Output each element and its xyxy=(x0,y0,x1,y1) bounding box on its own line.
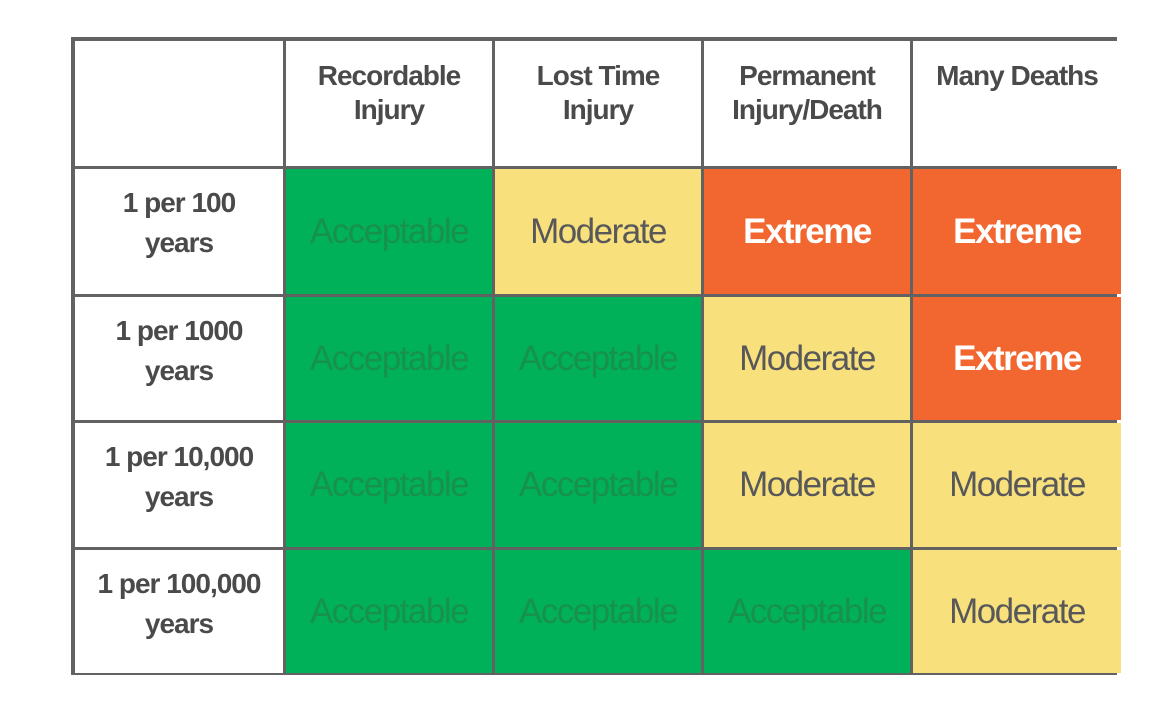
column-header-permanent-injury-death: Permanent Injury/Death xyxy=(704,41,910,166)
row-header-1-per-1000-years: 1 per 1000 years xyxy=(75,297,283,420)
row-header-1-per-100000-years: 1 per 100,000 years xyxy=(75,550,283,673)
column-header-recordable-injury: Recordable Injury xyxy=(286,41,492,166)
risk-cell: Acceptable xyxy=(286,423,492,547)
table-corner-cell xyxy=(75,41,283,166)
risk-cell: Acceptable xyxy=(495,423,701,547)
risk-cell: Extreme xyxy=(913,169,1121,294)
column-header-lost-time-injury: Lost Time Injury xyxy=(495,41,701,166)
risk-cell: Acceptable xyxy=(286,297,492,420)
risk-cell: Acceptable xyxy=(286,550,492,673)
risk-cell: Acceptable xyxy=(704,550,910,673)
risk-cell: Acceptable xyxy=(495,550,701,673)
risk-cell: Moderate xyxy=(495,169,701,294)
column-header-many-deaths: Many Deaths xyxy=(913,41,1121,166)
risk-matrix-table: Recordable Injury Lost Time Injury Perma… xyxy=(71,37,1121,675)
risk-cell: Moderate xyxy=(913,550,1121,673)
risk-cell: Acceptable xyxy=(286,169,492,294)
row-header-1-per-100-years: 1 per 100 years xyxy=(75,169,283,294)
risk-cell: Moderate xyxy=(704,423,910,547)
risk-cell: Moderate xyxy=(704,297,910,420)
row-header-1-per-10000-years: 1 per 10,000 years xyxy=(75,423,283,547)
risk-cell: Moderate xyxy=(913,423,1121,547)
risk-cell: Extreme xyxy=(704,169,910,294)
risk-cell: Extreme xyxy=(913,297,1121,420)
risk-cell: Acceptable xyxy=(495,297,701,420)
